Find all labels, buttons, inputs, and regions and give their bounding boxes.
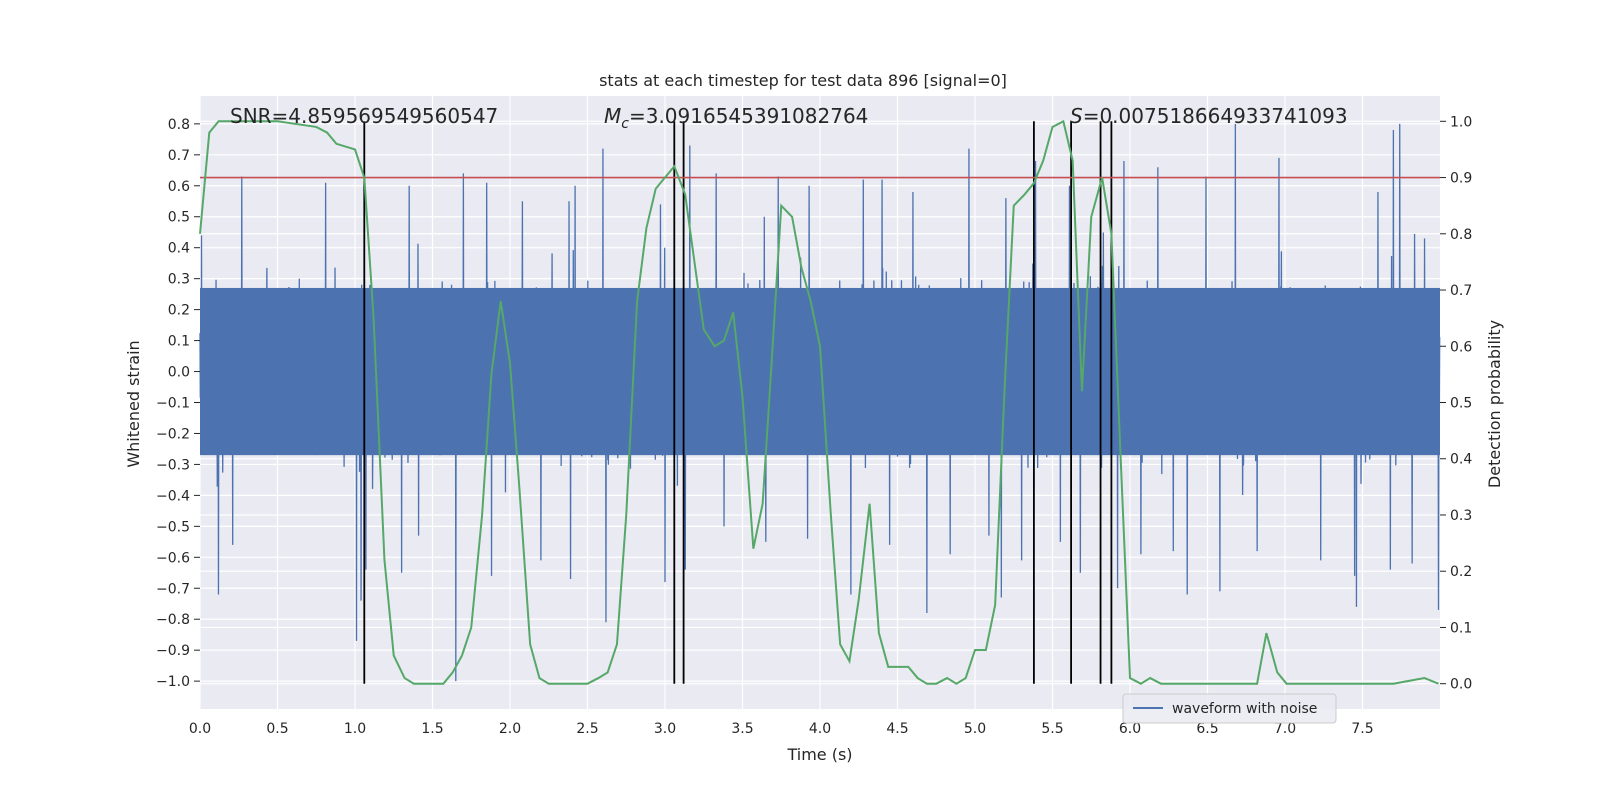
y-tick-label: −0.1 — [156, 396, 190, 412]
x-tick-label: 4.0 — [809, 721, 831, 737]
y-tick-label: 0.3 — [168, 272, 190, 288]
chart-title: stats at each timestep for test data 896… — [599, 71, 1007, 90]
x-ticks: 0.0 0.5 1.0 1.5 2.0 2.5 3.0 3.5 4.0 4.5 5.0 5.5 6.0 6… — [189, 721, 1374, 737]
y-tick-label: −0.8 — [156, 612, 190, 628]
x-tick-label: 3.0 — [654, 721, 676, 737]
y2-tick-label: 0.9 — [1450, 171, 1472, 187]
chirp-mass-value: =3.0916545391082764 — [629, 104, 868, 128]
y-tick-label: −1.0 — [156, 674, 190, 690]
x-tick-label: 7.0 — [1274, 721, 1296, 737]
probability-series — [199, 119, 1439, 685]
waveform-core-band — [200, 287, 1440, 456]
x-axis-label: Time (s) — [786, 745, 852, 764]
x-tick-label: 5.0 — [964, 721, 986, 737]
x-tick-label: 0.5 — [266, 721, 288, 737]
y-tick-label: −0.7 — [156, 581, 190, 597]
y2-tick-label: 0.1 — [1450, 620, 1472, 636]
y-tick-label: 0.6 — [168, 179, 190, 195]
legend-box — [1122, 693, 1337, 724]
y-tick-label: −0.4 — [156, 488, 190, 504]
marker-lines — [363, 121, 1113, 684]
y2-tick-label: 0.8 — [1450, 227, 1472, 243]
y2-tick-label: 0.6 — [1450, 339, 1472, 355]
y-tick-label: 0.2 — [168, 303, 190, 319]
chirp-mass-subscript: c — [621, 116, 629, 132]
waveform-series — [199, 123, 1441, 682]
s-symbol: S — [1070, 104, 1083, 128]
x-tick-label: 0.0 — [189, 721, 211, 737]
x-tick-label: 2.0 — [499, 721, 521, 737]
y2-tick-label: 0.3 — [1450, 508, 1472, 524]
x-tick-label: 7.5 — [1351, 721, 1373, 737]
y2-tick-label: 0.0 — [1450, 677, 1472, 693]
x-tick-label: 1.5 — [421, 721, 443, 737]
x-tick-label: 5.5 — [1041, 721, 1063, 737]
y-tick-label: −0.6 — [156, 550, 190, 566]
y-tick-label: 0.8 — [168, 117, 190, 133]
s-value: =0.007518664933741093 — [1083, 104, 1348, 128]
y-tick-label: −0.3 — [156, 457, 190, 473]
y-tick-label: 0.4 — [168, 241, 190, 257]
y-axis-label: Whitened strain — [124, 340, 143, 467]
chirp-mass-annotation: Mc=3.0916545391082764 — [604, 104, 868, 132]
legend: waveform with noise — [1122, 693, 1337, 724]
y2-tick-label: 0.4 — [1450, 452, 1472, 468]
y-tick-label: −0.9 — [156, 643, 190, 659]
x-tick-label: 2.5 — [576, 721, 598, 737]
y-ticks: 0.8 0.7 0.6 0.5 0.4 0.3 0.2 0.1 0.0 −0.1 −0.2 −0.3 −… — [156, 117, 200, 690]
y2-tick-label: 0.7 — [1450, 283, 1472, 299]
x-tick-label: 3.5 — [731, 721, 753, 737]
y-tick-label: 0.7 — [168, 148, 190, 164]
y-tick-label: 0.5 — [168, 210, 190, 226]
y2-axis-label: Detection probability — [1485, 320, 1504, 488]
legend-entry: waveform with noise — [1172, 701, 1317, 717]
y2-tick-label: 1.0 — [1450, 114, 1472, 130]
y2-tick-label: 0.2 — [1450, 564, 1472, 580]
x-tick-label: 6.0 — [1119, 721, 1141, 737]
snr-annotation: SNR=4.859569549560547 — [230, 104, 498, 128]
y-tick-label: 0.0 — [168, 365, 190, 381]
y-tick-label: −0.5 — [156, 519, 190, 535]
s-annotation: S=0.007518664933741093 — [1070, 104, 1348, 128]
x-tick-label: 4.5 — [886, 721, 908, 737]
y-tick-label: −0.2 — [156, 426, 190, 442]
y2-tick-label: 0.5 — [1450, 396, 1472, 412]
chirp-mass-symbol: M — [604, 104, 621, 128]
y-tick-label: 0.1 — [168, 334, 190, 350]
y2-ticks: 1.0 0.9 0.8 0.7 0.6 0.5 0.4 0.3 0.2 0.1 0.0 — [1440, 114, 1472, 693]
x-tick-label: 6.5 — [1196, 721, 1218, 737]
x-tick-label: 1.0 — [344, 721, 366, 737]
